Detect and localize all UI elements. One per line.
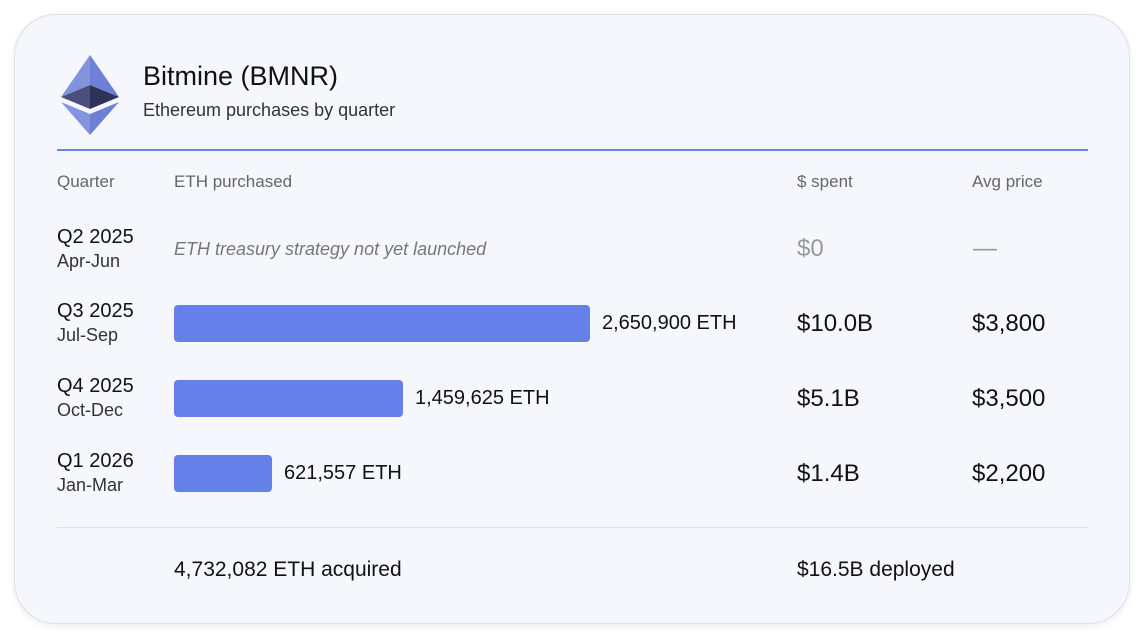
row-months: Oct-Dec — [57, 400, 124, 420]
row-quarter: Q1 2026 — [57, 450, 134, 472]
row-spent: $1.4B — [797, 460, 860, 487]
row-quarter: Q4 2025 — [57, 375, 134, 397]
page-title: Bitmine (BMNR) — [143, 61, 339, 91]
row-quarter: Q3 2025 — [57, 300, 134, 322]
eth-bar — [174, 305, 590, 342]
row-note: ETH treasury strategy not yet launched — [174, 239, 487, 259]
column-header-quarter: Quarter — [57, 172, 115, 191]
row-months: Apr-Jun — [57, 251, 121, 271]
eth-bar-label: 2,650,900 ETH — [602, 312, 737, 334]
row-quarter: Q2 2025 — [57, 226, 134, 248]
row-spent: $0 — [797, 235, 824, 262]
row-months: Jul-Sep — [57, 325, 119, 345]
row-avg-price: — — [973, 235, 997, 262]
eth-bar-label: 1,459,625 ETH — [415, 387, 550, 409]
header-divider — [57, 149, 1088, 151]
column-header-avg-price: Avg price — [972, 172, 1043, 191]
total-eth: 4,732,082 ETH acquired — [174, 558, 402, 581]
page-subtitle: Ethereum purchases by quarter — [143, 100, 396, 120]
eth-bar — [174, 380, 403, 417]
row-spent: $10.0B — [797, 310, 874, 337]
column-header-eth: ETH purchased — [174, 172, 293, 191]
row-avg-price: $3,500 — [972, 385, 1046, 412]
row-spent: $5.1B — [797, 385, 860, 412]
ethereum-icon — [61, 55, 119, 135]
total-spent: $16.5B deployed — [797, 558, 955, 581]
row-months: Jan-Mar — [57, 475, 124, 495]
eth-bar-label: 621,557 ETH — [284, 462, 402, 484]
column-header-spent: $ spent — [797, 172, 853, 191]
row-avg-price: $3,800 — [972, 310, 1046, 337]
eth-bar — [174, 455, 272, 492]
row-avg-price: $2,200 — [972, 460, 1046, 487]
totals-divider — [57, 527, 1088, 528]
